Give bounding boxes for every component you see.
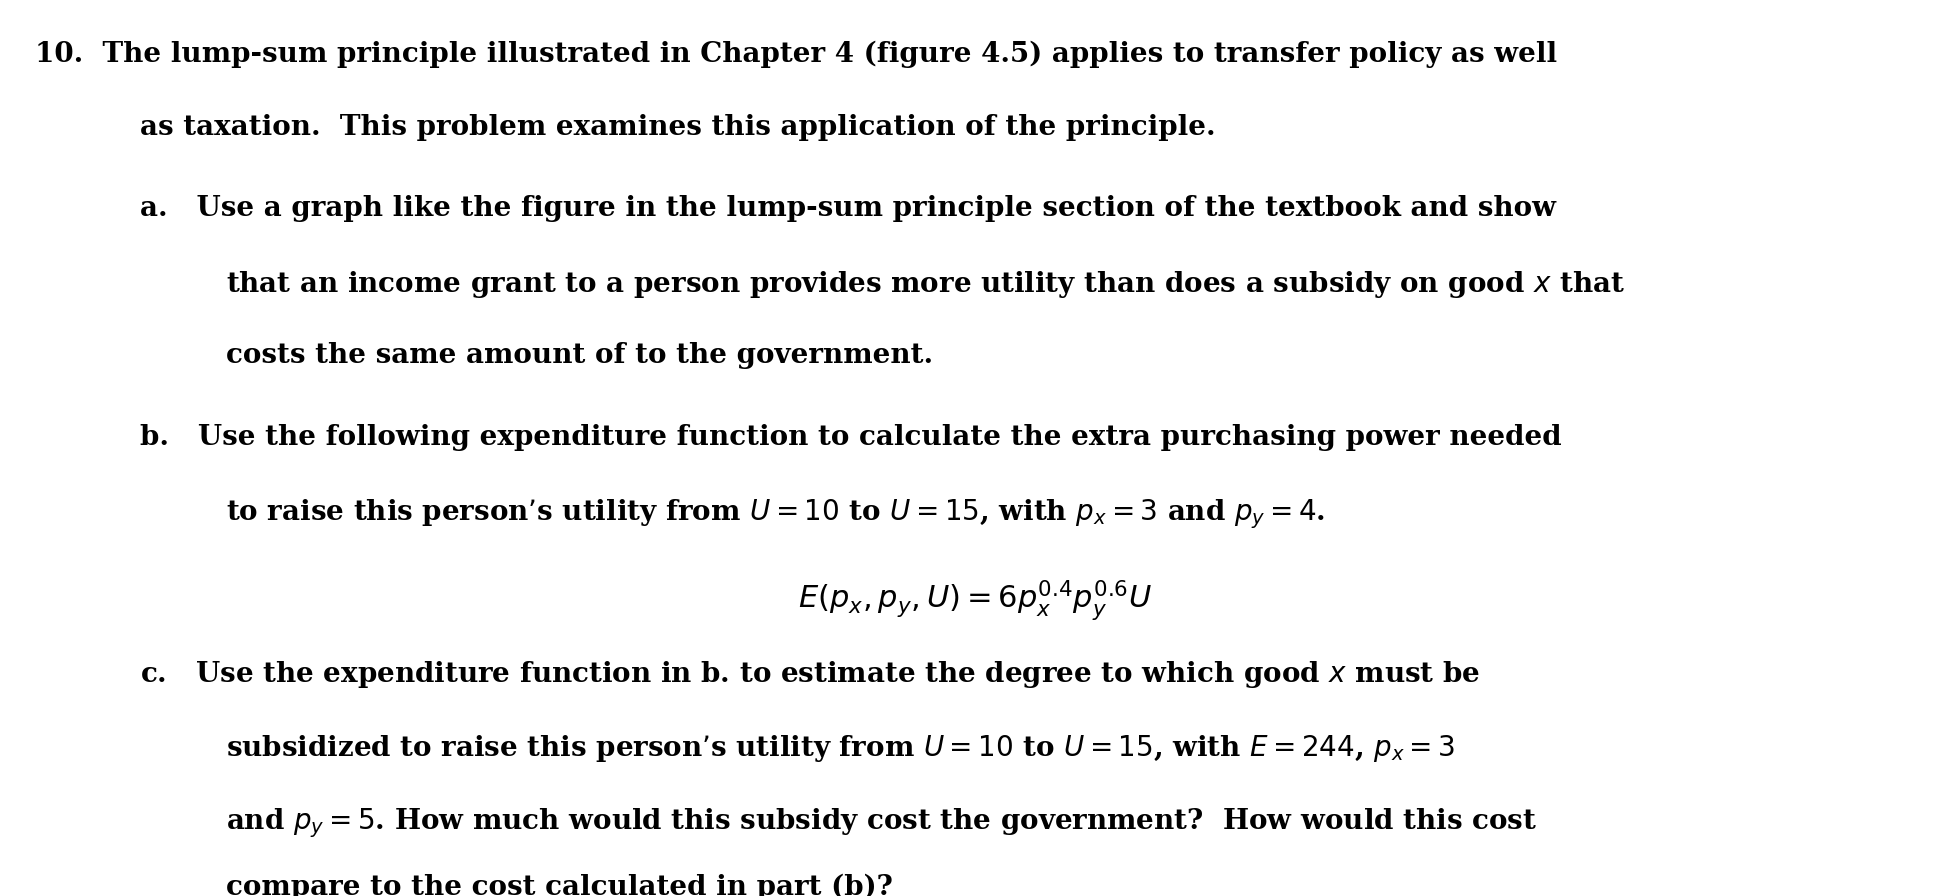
- Text: costs the same amount of to the government.: costs the same amount of to the governme…: [226, 342, 934, 369]
- Text: as taxation.  This problem examines this application of the principle.: as taxation. This problem examines this …: [140, 114, 1217, 141]
- Text: to raise this person’s utility from $U = 10$ to $U = 15$, with $p_x = 3$ and $p_: to raise this person’s utility from $U =…: [226, 497, 1326, 530]
- Text: 10.  The lump-sum principle illustrated in Chapter 4 (figure 4.5) applies to tra: 10. The lump-sum principle illustrated i…: [35, 40, 1558, 68]
- Text: b.   Use the following expenditure function to calculate the extra purchasing po: b. Use the following expenditure functio…: [140, 424, 1562, 451]
- Text: c.   Use the expenditure function in b. to estimate the degree to which good $x$: c. Use the expenditure function in b. to…: [140, 659, 1480, 691]
- Text: subsidized to raise this person’s utility from $U = 10$ to $U = 15$, with $E = 2: subsidized to raise this person’s utilit…: [226, 733, 1455, 764]
- Text: that an income grant to a person provides more utility than does a subsidy on go: that an income grant to a person provide…: [226, 269, 1624, 300]
- Text: compare to the cost calculated in part (b)?: compare to the cost calculated in part (…: [226, 874, 893, 896]
- Text: and $p_y = 5$. How much would this subsidy cost the government?  How would this : and $p_y = 5$. How much would this subsi…: [226, 806, 1537, 840]
- Text: $E(p_x,p_y, U) = 6p_x^{0.4}p_y^{0.6}U$: $E(p_x,p_y, U) = 6p_x^{0.4}p_y^{0.6}U$: [798, 578, 1152, 623]
- Text: a.   Use a graph like the figure in the lump-sum principle section of the textbo: a. Use a graph like the figure in the lu…: [140, 195, 1556, 222]
